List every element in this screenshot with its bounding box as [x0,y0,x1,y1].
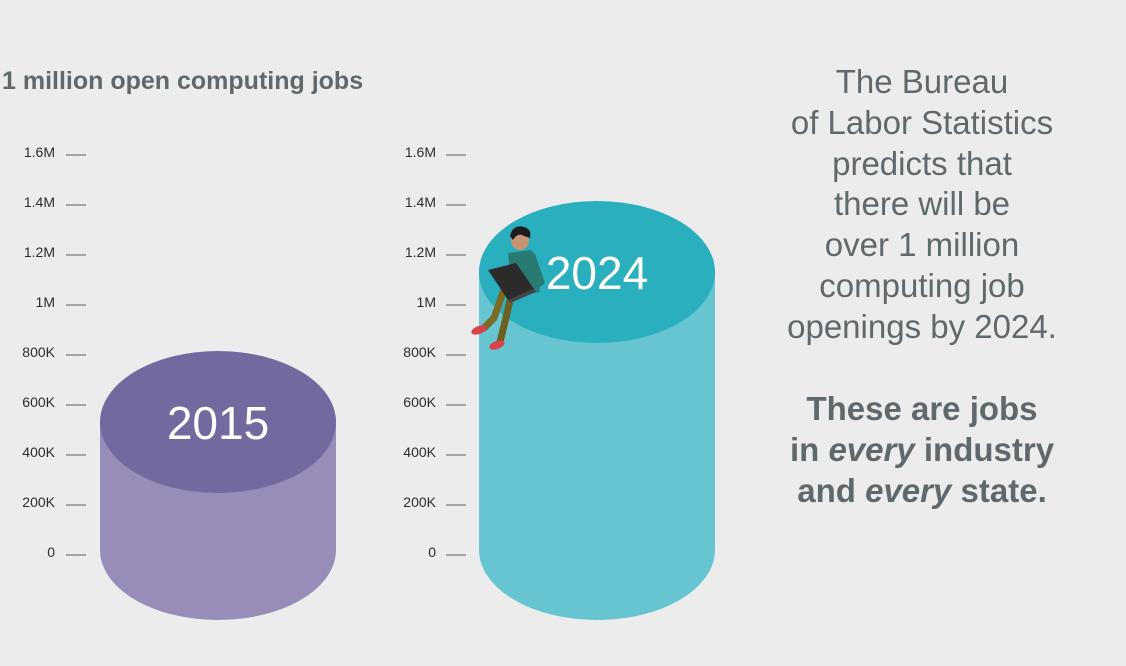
jobs-line-3-suffix: state. [951,471,1047,509]
jobs-line-2-prefix: in [789,430,829,468]
y-tick-label: 1.2M [24,244,55,260]
y-tick-label: 600K [403,394,436,410]
y-tick-label: 800K [22,344,55,360]
bls-line-6: computing job [819,266,1025,304]
bls-prediction-text: The Bureau of Labor Statistics predicts th… [752,62,1092,348]
jobs-line-3-prefix: and [797,471,866,509]
jobs-line-3: and every state. [752,471,1092,512]
y-tick-label: 800K [403,344,436,360]
person-with-laptop-icon [471,226,545,350]
jobs-every-industry-text: These are jobs in every industry and eve… [752,389,1092,511]
bls-line-7: openings by 2024. [787,307,1057,345]
bls-line-4: there will be [833,185,1011,223]
bls-line-1: The Bureau [835,63,1009,100]
jobs-line-2: in every industry [752,430,1092,471]
jobs-line-2-emphasis: every [828,430,915,468]
y-tick-label: 400K [403,444,436,460]
y-tick-label: 0 [428,544,436,560]
y-tick-label: 200K [403,494,436,510]
y-tick-label: 1.4M [24,194,55,210]
jobs-line-1: These are jobs [806,390,1038,427]
y-tick-label: 1.2M [405,244,436,260]
bls-line-3: predicts that [832,144,1012,182]
jobs-line-2-suffix: industry [914,430,1055,468]
cylinder-body [479,272,715,620]
y-tick-label: 400K [22,444,55,460]
y-tick-label: 200K [22,494,55,510]
y-tick-label: 1.6M [405,144,436,160]
cylinder-bar-2015: 2015 [100,351,336,620]
y-tick-label: 1M [36,294,55,310]
y-tick-label: 600K [22,394,55,410]
bls-line-2: of Labor Statistics [790,103,1054,141]
y-tick-label: 0 [47,544,55,560]
category-label: 2015 [167,397,269,449]
y-tick-label: 1.4M [405,194,436,210]
chart-title: 1 million open computing jobs [2,67,363,95]
jobs-line-3-emphasis: every [865,471,952,509]
cylinder-bar-2024: 2024 [479,201,715,620]
bls-line-5: over 1 million [824,226,1020,264]
cylinder-top [479,201,715,343]
y-tick-label: 1M [417,294,436,310]
y-tick-label: 1.6M [24,144,55,160]
cylinder-top [100,351,336,493]
category-label: 2024 [546,247,648,299]
